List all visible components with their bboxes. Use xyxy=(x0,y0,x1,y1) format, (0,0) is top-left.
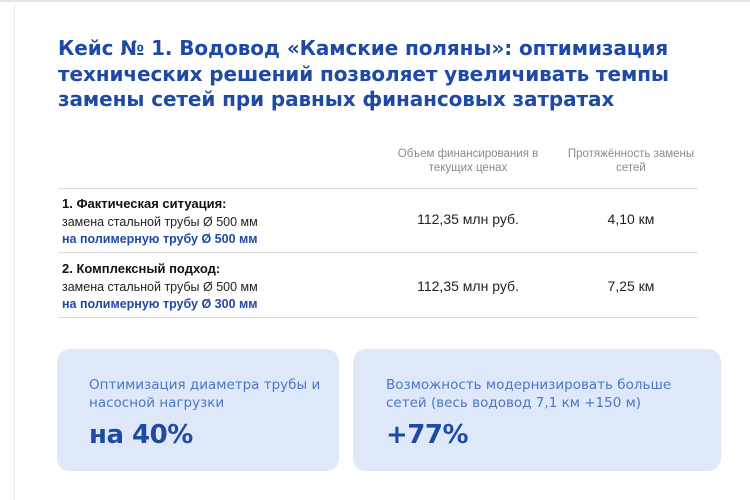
metric-card-value: +77% xyxy=(386,420,469,450)
metric-card-label: Оптимизация диаметра трубы и насосной на… xyxy=(89,377,321,411)
row-2-funding: 112,35 млн руб. xyxy=(417,278,519,294)
column-header-funding: Объем финансирования в текущих ценах xyxy=(397,148,539,174)
row-2-heading: 2. Комплексный подход: xyxy=(62,261,221,276)
row-2-highlight: на полимерную трубу Ø 300 мм xyxy=(62,297,258,311)
row-1-funding: 112,35 млн руб. xyxy=(417,211,519,227)
top-border xyxy=(0,0,750,2)
table-divider xyxy=(58,188,698,189)
row-1-heading: 1. Фактическая ситуация: xyxy=(62,196,227,211)
metric-card-modernization: Возможность модернизировать больше сетей… xyxy=(353,349,721,471)
slide-title: Кейс № 1. Водовод «Камские поляны»: опти… xyxy=(58,36,669,111)
row-1-description: замена стальной трубы Ø 500 мм xyxy=(62,215,258,229)
column-header-length: Протяжённость замены сетей xyxy=(567,148,695,174)
row-2-description: замена стальной трубы Ø 500 мм xyxy=(62,280,258,294)
metric-card-label: Возможность модернизировать больше сетей… xyxy=(386,377,672,411)
row-2-length: 7,25 км xyxy=(607,278,655,294)
row-1-highlight: на полимерную трубу Ø 500 мм xyxy=(62,232,258,246)
table-divider xyxy=(58,252,698,253)
metric-card-optimization: Оптимизация диаметра трубы и насосной на… xyxy=(57,349,339,471)
table-divider xyxy=(58,317,698,318)
row-1-length: 4,10 км xyxy=(607,211,655,227)
metric-card-value: на 40% xyxy=(89,420,193,450)
left-border xyxy=(14,0,15,500)
